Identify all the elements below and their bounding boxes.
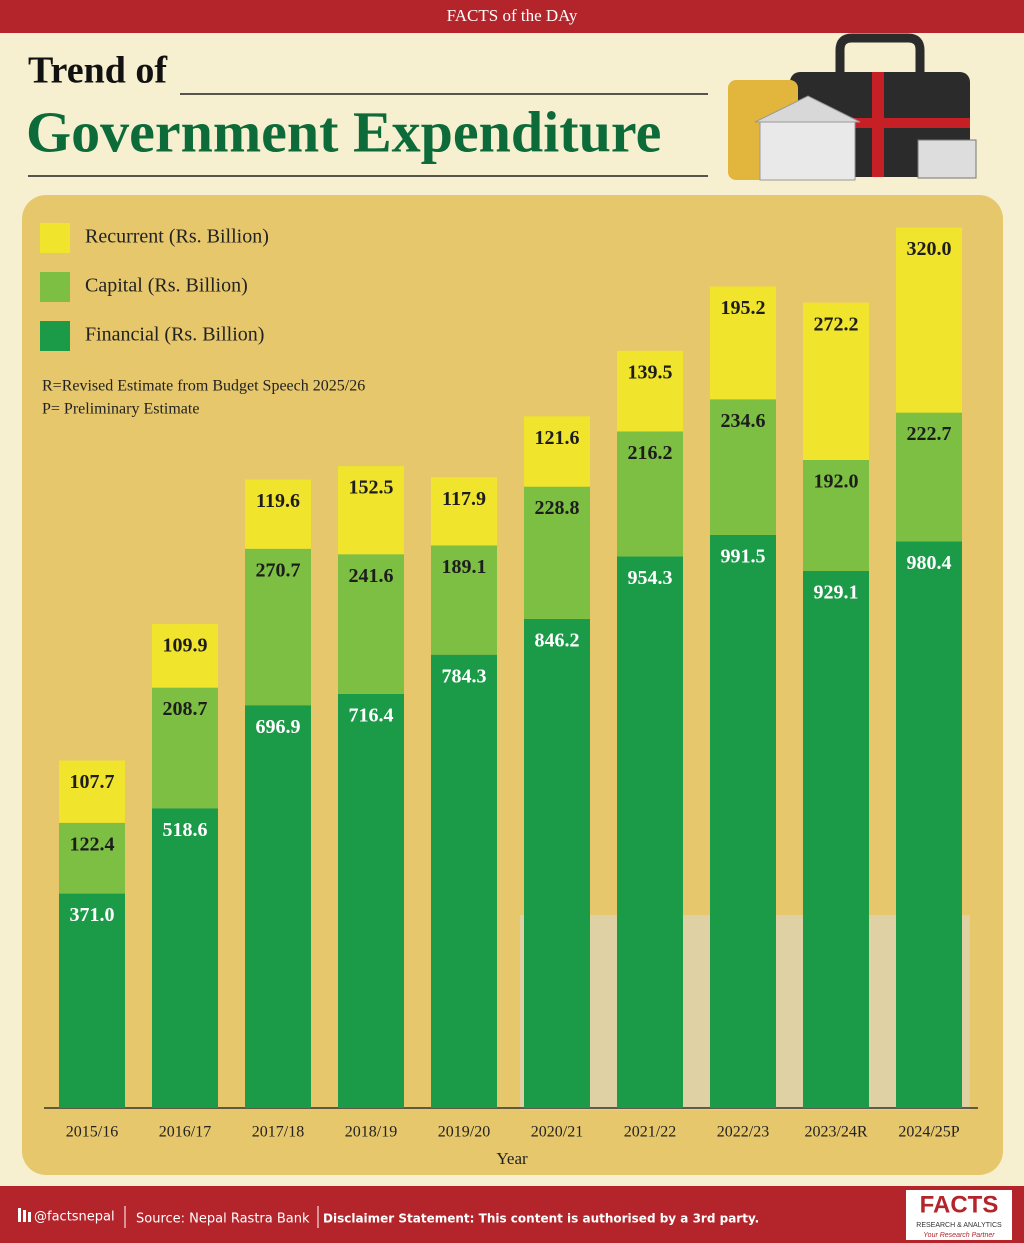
- value-label: 195.2: [721, 297, 766, 319]
- bar-segment: [59, 822, 125, 894]
- note: R=Revised Estimate from Budget Speech 20…: [42, 378, 365, 395]
- value-label: 696.9: [256, 716, 301, 738]
- legend-label: Financial (Rs. Billion): [85, 324, 264, 346]
- bar-segment: [338, 554, 404, 694]
- x-tick-label: 2022/23: [717, 1124, 769, 1141]
- x-tick-label: 2021/22: [624, 1124, 676, 1141]
- x-tick-label: 2024/25P: [898, 1124, 959, 1141]
- value-label: 991.5: [721, 546, 766, 568]
- bar-segment: [617, 431, 683, 557]
- bar-segment: [710, 286, 776, 400]
- logo-sub: RESEARCH & ANALYTICS: [916, 1222, 1002, 1229]
- value-label: 109.9: [163, 635, 208, 657]
- bar-segment: [152, 808, 218, 1108]
- bar-segment: [245, 548, 311, 706]
- footer-disclaimer: Disclaimer Statement: This content is au…: [323, 1212, 759, 1226]
- value-label: 208.7: [163, 698, 208, 720]
- bar-segment: [896, 541, 962, 1108]
- x-tick-label: 2016/17: [159, 1124, 211, 1141]
- bar-segment: [152, 687, 218, 809]
- value-label: 122.4: [70, 833, 115, 855]
- bar-segment: [896, 227, 962, 413]
- bar-segment: [245, 479, 311, 549]
- bar-segment: [617, 350, 683, 432]
- x-tick-label: 2019/20: [438, 1124, 490, 1141]
- x-axis-label: Year: [496, 1149, 528, 1168]
- legend-label: Recurrent (Rs. Billion): [85, 226, 269, 248]
- legend-swatch: [40, 272, 70, 302]
- value-label: 954.3: [628, 567, 673, 589]
- value-label: 228.8: [535, 497, 580, 519]
- banner-text: FACTS of the DAy: [447, 6, 578, 25]
- bar-segment: [59, 760, 125, 823]
- logo: FACTS: [920, 1191, 999, 1218]
- value-label: 270.7: [256, 559, 301, 581]
- value-label: 234.6: [721, 410, 766, 432]
- bar-segment: [524, 486, 590, 619]
- value-label: 371.0: [70, 904, 115, 926]
- bar-segment: [59, 893, 125, 1108]
- bar-segment: [245, 705, 311, 1108]
- handle-icon: [23, 1210, 26, 1222]
- value-label: 980.4: [907, 552, 952, 574]
- title-line-2: Government Expenditure: [26, 99, 661, 164]
- value-label: 846.2: [535, 629, 580, 651]
- logo-tag: Your Research Partner: [923, 1232, 995, 1239]
- banner: [0, 0, 1024, 33]
- value-label: 119.6: [256, 490, 300, 512]
- bar-segment: [710, 534, 776, 1108]
- bar-segment: [431, 545, 497, 655]
- bar-segment: [803, 570, 869, 1108]
- bar-segment: [524, 618, 590, 1108]
- x-tick-label: 2020/21: [531, 1124, 583, 1141]
- handle-icon: [18, 1208, 21, 1222]
- bar-segment: [710, 399, 776, 535]
- x-tick-label: 2023/24R: [804, 1124, 867, 1141]
- value-label: 121.6: [535, 427, 580, 449]
- bar-segment: [431, 477, 497, 546]
- legend-label: Capital (Rs. Billion): [85, 275, 248, 297]
- illustration: [728, 33, 977, 181]
- value-label: 272.2: [814, 313, 859, 335]
- value-label: 152.5: [349, 477, 394, 499]
- value-label: 139.5: [628, 361, 673, 383]
- value-label: 216.2: [628, 442, 673, 464]
- bar-segment: [896, 412, 962, 542]
- value-label: 222.7: [907, 423, 952, 445]
- value-label: 241.6: [349, 565, 394, 587]
- x-tick-label: 2018/19: [345, 1124, 397, 1141]
- value-label: 518.6: [163, 819, 208, 841]
- bar-segment: [803, 302, 869, 461]
- bar-segment: [152, 624, 218, 688]
- value-label: 320.0: [907, 238, 952, 260]
- bar-segment: [338, 693, 404, 1108]
- footer-source: Source: Nepal Rastra Bank: [136, 1212, 310, 1227]
- title-line-1: Trend of: [28, 50, 168, 92]
- footer-band: [0, 1186, 1024, 1243]
- value-label: 192.0: [814, 471, 859, 493]
- value-label: 189.1: [442, 556, 487, 578]
- note: P= Preliminary Estimate: [42, 401, 199, 418]
- handle-icon: [28, 1212, 31, 1222]
- footer-handle: @factsnepal: [34, 1210, 115, 1225]
- bar-segment: [617, 556, 683, 1108]
- bar-segment: [431, 654, 497, 1108]
- bar-segment: [524, 416, 590, 487]
- value-label: 117.9: [442, 488, 486, 510]
- bar-segment: [803, 460, 869, 571]
- bar-segment: [338, 466, 404, 555]
- value-label: 929.1: [814, 582, 859, 604]
- logo-box: [906, 1190, 1012, 1240]
- value-label: 107.7: [70, 771, 115, 793]
- value-label: 784.3: [442, 665, 487, 687]
- legend-swatch: [40, 223, 70, 253]
- x-tick-label: 2017/18: [252, 1124, 304, 1141]
- legend-swatch: [40, 321, 70, 351]
- x-tick-label: 2015/16: [66, 1124, 118, 1141]
- value-label: 716.4: [349, 705, 394, 727]
